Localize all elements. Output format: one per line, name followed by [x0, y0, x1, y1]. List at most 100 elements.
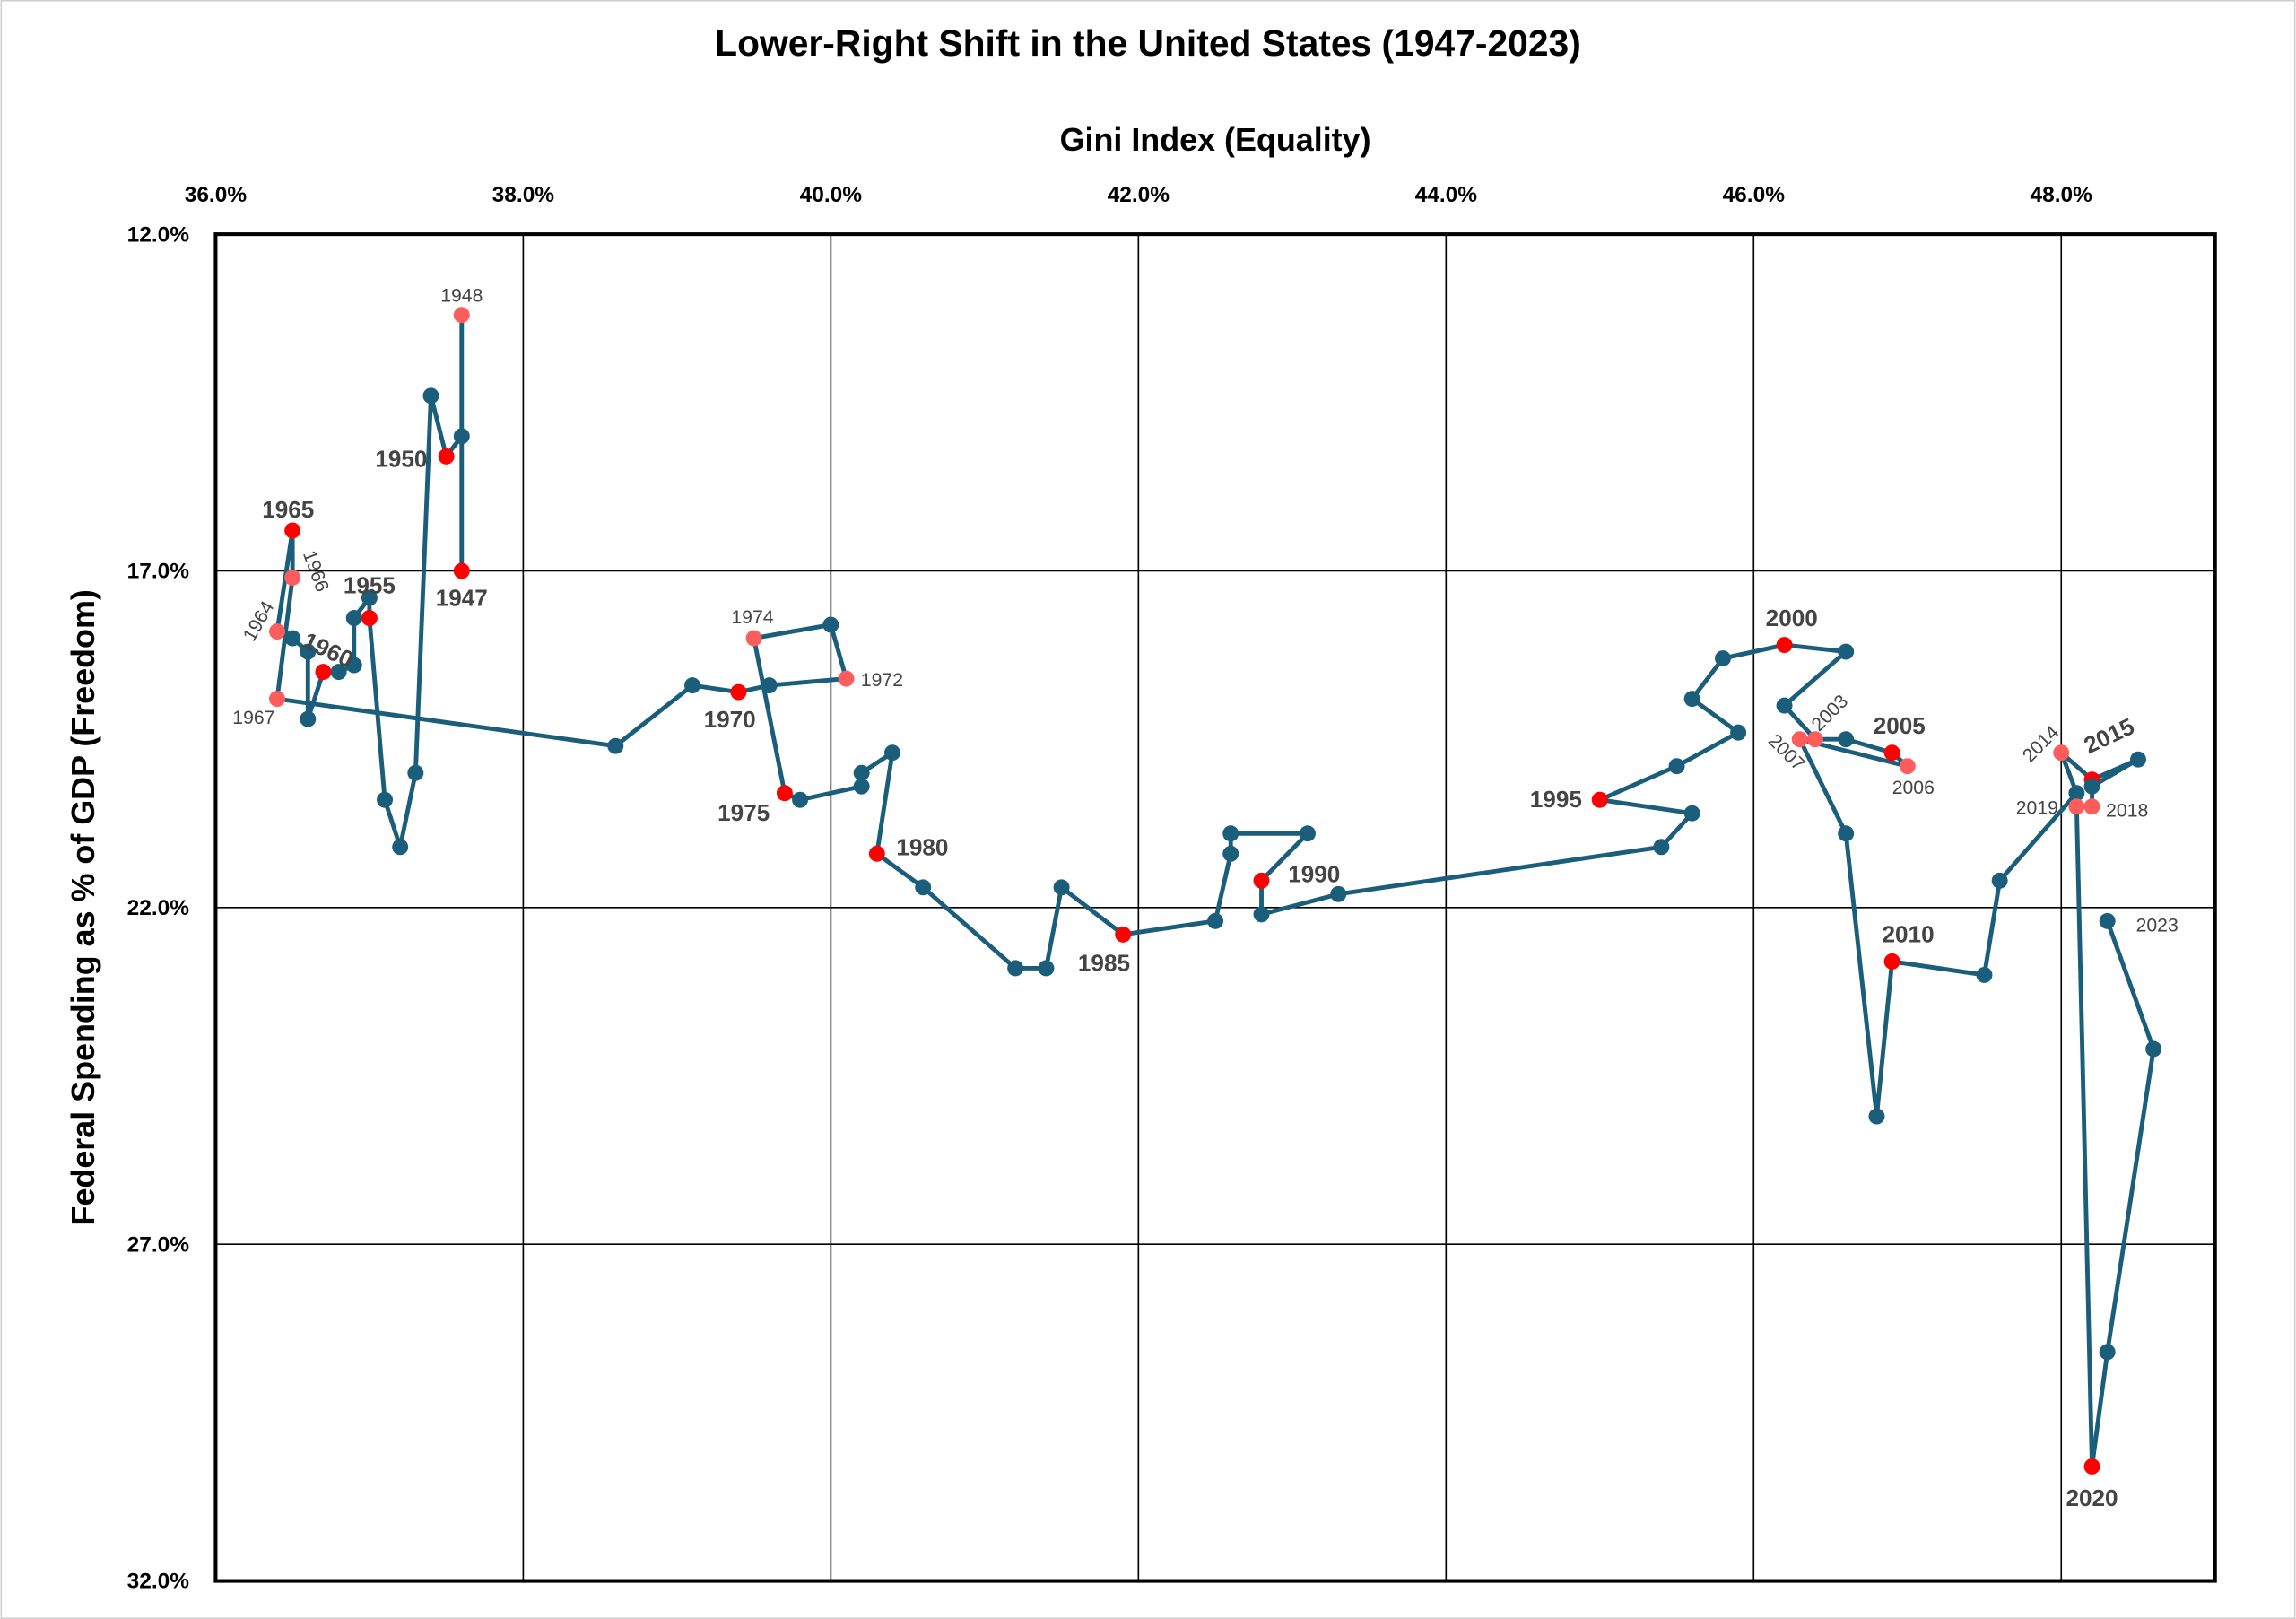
point-marker [1007, 960, 1024, 977]
year-label: 1967 [232, 708, 274, 728]
x-tick-label: 48.0% [2031, 183, 2093, 207]
point-marker [300, 710, 317, 727]
point-marker [1053, 879, 1070, 896]
year-label: 1948 [440, 286, 483, 307]
point-marker [1883, 744, 1900, 762]
point-marker [1253, 872, 1270, 889]
point-marker [438, 448, 455, 465]
x-tick-label: 36.0% [185, 183, 248, 207]
point-marker [1653, 839, 1670, 856]
point-marker [453, 428, 470, 445]
point-marker [2099, 912, 2116, 929]
point-marker [1806, 731, 1823, 748]
point-marker [745, 630, 762, 647]
point-marker [284, 630, 301, 647]
point-marker [300, 643, 317, 660]
point-marker [377, 791, 394, 808]
point-marker [1591, 791, 1608, 808]
point-marker [1991, 872, 2008, 889]
point-marker [284, 522, 301, 539]
x-axis-title: Gini Index (Equality) [1060, 122, 1371, 158]
point-marker [407, 764, 424, 781]
point-marker [607, 737, 624, 754]
point-marker [1838, 825, 1855, 842]
point-marker [853, 764, 870, 781]
point-marker [392, 839, 409, 856]
year-label: 2000 [1766, 605, 1818, 631]
year-label: 1974 [731, 607, 773, 628]
point-marker [422, 387, 439, 405]
point-marker [269, 623, 285, 640]
point-marker [792, 791, 809, 808]
y-tick-label: 27.0% [127, 1232, 190, 1257]
point-marker [1883, 953, 1900, 970]
year-label: 1972 [861, 670, 903, 691]
point-marker [1838, 643, 1855, 660]
year-label: 2018 [2106, 801, 2148, 822]
year-label: 1985 [1078, 950, 1130, 977]
point-marker [2068, 785, 2085, 802]
year-label: 2010 [1883, 921, 1935, 948]
point-marker [1791, 731, 1808, 748]
point-marker [730, 683, 747, 701]
point-marker [1776, 697, 1793, 714]
point-marker [269, 691, 285, 708]
point-marker [1038, 960, 1055, 977]
point-marker [1222, 845, 1239, 862]
point-marker [1715, 650, 1731, 667]
y-tick-label: 12.0% [127, 222, 190, 247]
point-marker [1222, 825, 1239, 842]
point-marker [883, 744, 900, 762]
point-marker [361, 610, 378, 627]
point-marker [1115, 926, 1132, 943]
point-marker [1776, 637, 1793, 654]
year-label: 1990 [1288, 860, 1340, 887]
point-marker [2068, 798, 2085, 815]
point-marker [2145, 1040, 2162, 1058]
point-marker [453, 307, 470, 324]
point-marker [915, 879, 932, 896]
point-marker [2083, 1458, 2100, 1475]
point-marker [1899, 758, 1916, 775]
point-marker [1207, 912, 1224, 929]
year-label: 2023 [2136, 915, 2179, 936]
point-marker [761, 677, 778, 694]
year-label: 1955 [344, 571, 396, 598]
x-tick-label: 42.0% [1108, 183, 1170, 207]
point-marker [1976, 966, 1993, 983]
point-marker [453, 562, 470, 579]
plot-frame [213, 232, 2217, 1583]
year-label: 2006 [1892, 778, 1935, 798]
point-marker [330, 664, 347, 681]
chart-title: Lower-Right Shift in the United States (… [715, 22, 1581, 64]
x-tick-label: 46.0% [1723, 183, 1786, 207]
year-label: 2020 [2066, 1484, 2118, 1511]
point-marker [822, 616, 839, 633]
year-label: 1980 [896, 833, 948, 860]
point-marker [2083, 798, 2100, 815]
point-marker [1683, 805, 1700, 822]
point-marker [2083, 778, 2100, 795]
point-marker [1253, 906, 1270, 923]
year-label: 1947 [436, 585, 488, 612]
point-marker [684, 677, 700, 694]
point-marker [1730, 724, 1747, 741]
point-marker [2053, 744, 2070, 762]
point-marker [1330, 885, 1347, 902]
point-marker [361, 589, 378, 606]
x-tick-label: 44.0% [1415, 183, 1478, 207]
point-marker [1683, 691, 1700, 708]
point-marker [868, 845, 885, 862]
year-label: 1975 [718, 799, 770, 826]
x-tick-label: 38.0% [492, 183, 555, 207]
point-marker [2099, 1344, 2116, 1361]
point-marker [853, 778, 870, 795]
point-marker [345, 657, 362, 674]
y-axis-title: Federal Spending as % of GDP (Freedom) [65, 589, 101, 1225]
point-marker [2130, 751, 2146, 768]
y-tick-label: 17.0% [127, 560, 190, 584]
y-tick-label: 32.0% [127, 1570, 190, 1594]
